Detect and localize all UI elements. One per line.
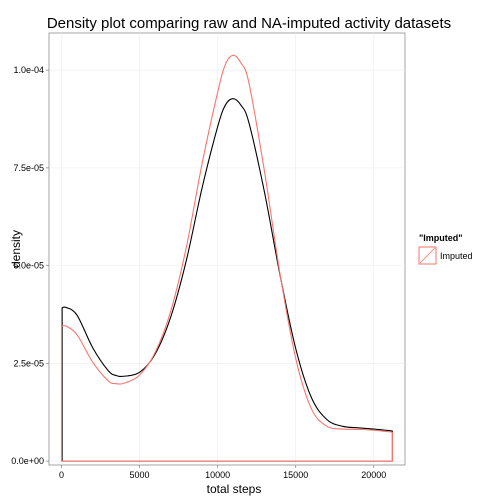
density-series-1 [60, 54, 393, 462]
series-layer [60, 54, 393, 462]
legend-key-line [419, 247, 436, 264]
y-tick-label-4: 1.0e-04 [13, 65, 44, 75]
y-tick-label-0: 0.0e+00 [11, 456, 44, 466]
x-tick-label-0: 0 [59, 470, 64, 480]
y-tick-label-1: 2.5e-05 [13, 358, 44, 368]
y-tick-label-3: 7.5e-05 [13, 163, 44, 173]
x-axis-title: total steps [207, 482, 262, 496]
x-axis: 0 5000 10000 15000 20000 [59, 465, 386, 480]
x-tick-label-3: 15000 [283, 470, 308, 480]
legend-title: "Imputed" [419, 233, 463, 243]
y-axis: 0.0e+00 2.5e-05 5.0e-05 7.5e-05 1.0e-04 [11, 65, 49, 466]
plot-panel [48, 32, 406, 466]
x-tick-label-4: 20000 [361, 470, 386, 480]
chart-title: Density plot comparing raw and NA-impute… [47, 15, 451, 32]
x-tick-label-2: 10000 [205, 470, 230, 480]
y-tick-label-2: 5.0e-05 [13, 261, 44, 271]
density-series-0 [61, 98, 393, 462]
x-tick-label-1: 5000 [130, 470, 150, 480]
legend: "Imputed" Imputed [418, 233, 473, 265]
legend-label-imputed: Imputed [440, 251, 473, 261]
y-axis-title: density [9, 230, 23, 268]
